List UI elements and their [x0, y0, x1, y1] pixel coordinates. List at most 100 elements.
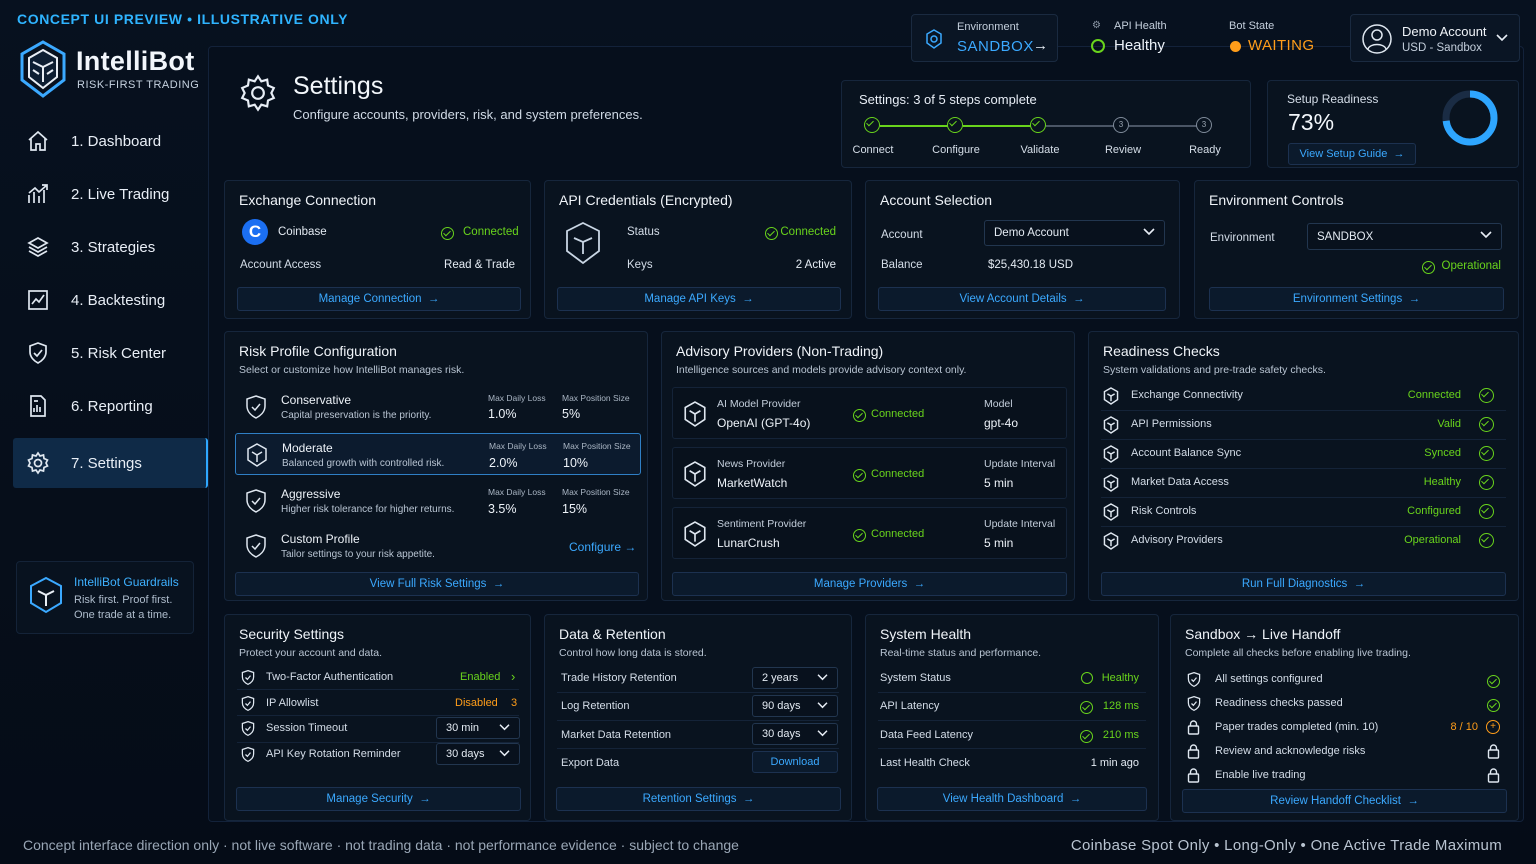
manage-api-keys-button[interactable]: Manage API Keys →: [557, 287, 841, 311]
max-daily-loss-header: Max Daily Loss: [489, 441, 547, 451]
environment-controls-card: Environment Controls Environment SANDBOX…: [1194, 180, 1519, 319]
run-full-diagnostics-button[interactable]: Run Full Diagnostics →: [1101, 572, 1506, 596]
risk-option-moderate[interactable]: Moderate Balanced growth with controlled…: [235, 433, 641, 475]
connected-check-icon: [765, 225, 778, 243]
sidebar-item-risk-center[interactable]: 5. Risk Center: [13, 328, 208, 378]
tfa-value[interactable]: Enabled: [460, 671, 501, 683]
sidebar-item-label: 7. Settings: [71, 454, 142, 472]
readiness-check-row: Risk Controls Configured: [1101, 499, 1506, 527]
environment-settings-button[interactable]: Environment Settings →: [1209, 287, 1504, 311]
environment-select[interactable]: SANDBOX: [1307, 223, 1502, 250]
footer-disclaimer: Concept interface direction only · not l…: [23, 837, 739, 853]
risk-option-custom[interactable]: Custom Profile Tailor settings to your r…: [235, 526, 641, 568]
check-value: Operational: [1404, 534, 1461, 546]
brand-name: IntelliBot: [76, 46, 195, 76]
key-rotation-select[interactable]: 30 days: [436, 743, 520, 765]
readiness-check-row: API Permissions Valid: [1101, 412, 1506, 440]
session-timeout-select[interactable]: 30 min: [436, 717, 520, 739]
step-label: Ready: [1189, 144, 1221, 156]
chevron-right-icon[interactable]: ›: [511, 669, 516, 684]
card-title: Advisory Providers (Non-Trading): [676, 343, 884, 359]
api-icon: ⚙: [1092, 20, 1101, 31]
provider-shield-icon: [684, 521, 706, 547]
sidebar-item-dashboard[interactable]: 1. Dashboard: [13, 116, 208, 166]
market-data-select[interactable]: 30 days: [752, 723, 838, 745]
feed-latency-value: 210 ms: [1102, 729, 1139, 741]
log-retention-label: Log Retention: [561, 700, 630, 712]
retention-settings-button[interactable]: Retention Settings →: [556, 787, 841, 811]
review-handoff-checklist-button[interactable]: Review Handoff Checklist →: [1182, 789, 1507, 813]
view-setup-guide-button[interactable]: View Setup Guide →: [1288, 143, 1416, 165]
risk-name: Custom Profile: [281, 532, 360, 546]
sandbox-live-handoff-card: Sandbox → Live Handoff Complete all chec…: [1170, 614, 1519, 821]
download-button[interactable]: Download: [752, 751, 838, 773]
check-label: Exchange Connectivity: [1131, 389, 1243, 401]
bot-state-value: WAITING: [1248, 37, 1315, 54]
handoff-label: Review and acknowledge risks: [1215, 745, 1366, 757]
provider-name: LunarCrush: [717, 536, 780, 550]
check-shield-icon: [1103, 503, 1119, 521]
risk-name: Moderate: [282, 441, 333, 455]
provider-row-sentiment[interactable]: Sentiment Provider LunarCrush Connected …: [672, 507, 1067, 559]
card-subtitle: Protect your account and data.: [239, 647, 383, 659]
chevron-down-icon: [499, 724, 510, 731]
check-label: API Permissions: [1131, 418, 1212, 430]
account-menu[interactable]: Demo Account USD - Sandbox: [1350, 14, 1520, 62]
guardrails-panel: IntelliBot Guardrails Risk first. Proof …: [16, 561, 194, 634]
card-title: Account Selection: [880, 192, 993, 208]
card-title: Environment Controls: [1209, 192, 1344, 208]
step-label: Review: [1104, 144, 1142, 156]
environment-pill[interactable]: Environment SANDBOX →: [911, 14, 1058, 62]
card-title: Risk Profile Configuration: [239, 343, 397, 359]
provider-row-news[interactable]: News Provider MarketWatch Connected Upda…: [672, 447, 1067, 499]
log-retention-select[interactable]: 90 days: [752, 695, 838, 717]
risk-option-conservative[interactable]: Conservative Capital preservation is the…: [235, 385, 641, 427]
sidebar-item-backtesting[interactable]: 4. Backtesting: [13, 275, 208, 325]
provider-status: Connected: [871, 468, 925, 480]
risk-loss: 2.0%: [489, 456, 518, 470]
balance-label: Balance: [881, 259, 923, 271]
sidebar-item-label: 4. Backtesting: [71, 291, 166, 309]
feed-latency-label: Data Feed Latency: [880, 729, 973, 741]
provider-shield-icon: [684, 401, 706, 427]
risk-loss: 1.0%: [488, 407, 517, 421]
check-value: Connected: [1407, 389, 1461, 401]
risk-desc: Tailor settings to your risk appetite.: [281, 549, 435, 560]
sidebar-item-settings[interactable]: 7. Settings: [13, 438, 208, 488]
manage-connection-button[interactable]: Manage Connection →: [237, 287, 521, 311]
ip-allowlist-value[interactable]: Disabled: [455, 697, 498, 709]
sidebar-item-strategies[interactable]: 3. Strategies: [13, 222, 208, 272]
step-pending-icon: 3: [1113, 117, 1129, 133]
provider-row-ai-model[interactable]: AI Model Provider OpenAI (GPT-4o) Connec…: [672, 387, 1067, 439]
done-check-icon: [1487, 673, 1500, 691]
healthy-status-icon: [1091, 39, 1105, 53]
layers-icon: [25, 234, 51, 260]
risk-option-aggressive[interactable]: Aggressive Higher risk tolerance for hig…: [235, 480, 641, 522]
manage-security-button[interactable]: Manage Security →: [236, 787, 521, 811]
provider-name: OpenAI (GPT-4o): [717, 416, 811, 430]
api-latency-value: 128 ms: [1102, 700, 1139, 712]
view-account-details-button[interactable]: View Account Details →: [878, 287, 1166, 311]
check-value: Synced: [1424, 447, 1461, 459]
sidebar-item-live-trading[interactable]: 2. Live Trading: [13, 169, 208, 219]
readiness-label: Setup Readiness: [1287, 92, 1379, 106]
lock-icon: [1187, 744, 1200, 764]
system-status-label: System Status: [880, 672, 951, 684]
handoff-label: All settings configured: [1215, 673, 1323, 685]
account-select[interactable]: Demo Account: [984, 220, 1165, 246]
ok-check-icon: [1479, 387, 1494, 405]
bot-state-label: Bot State: [1229, 20, 1275, 32]
keys-value: 2 Active: [795, 259, 836, 271]
exchange-status: Connected: [463, 226, 519, 238]
view-health-dashboard-button[interactable]: View Health Dashboard →: [877, 787, 1147, 811]
handoff-item: Enable live trading: [1183, 766, 1508, 788]
sidebar-item-reporting[interactable]: 6. Reporting: [13, 381, 208, 431]
view-full-risk-settings-button[interactable]: View Full Risk Settings →: [235, 572, 639, 596]
max-daily-loss-header: Max Daily Loss: [488, 487, 546, 497]
configure-link[interactable]: Configure →: [569, 540, 637, 554]
manage-providers-button[interactable]: Manage Providers →: [672, 572, 1067, 596]
readiness-donut: [1442, 90, 1498, 146]
card-title: API Credentials (Encrypted): [559, 192, 733, 208]
trade-history-select[interactable]: 2 years: [752, 667, 838, 689]
card-title: Sandbox → Live Handoff: [1185, 626, 1341, 642]
